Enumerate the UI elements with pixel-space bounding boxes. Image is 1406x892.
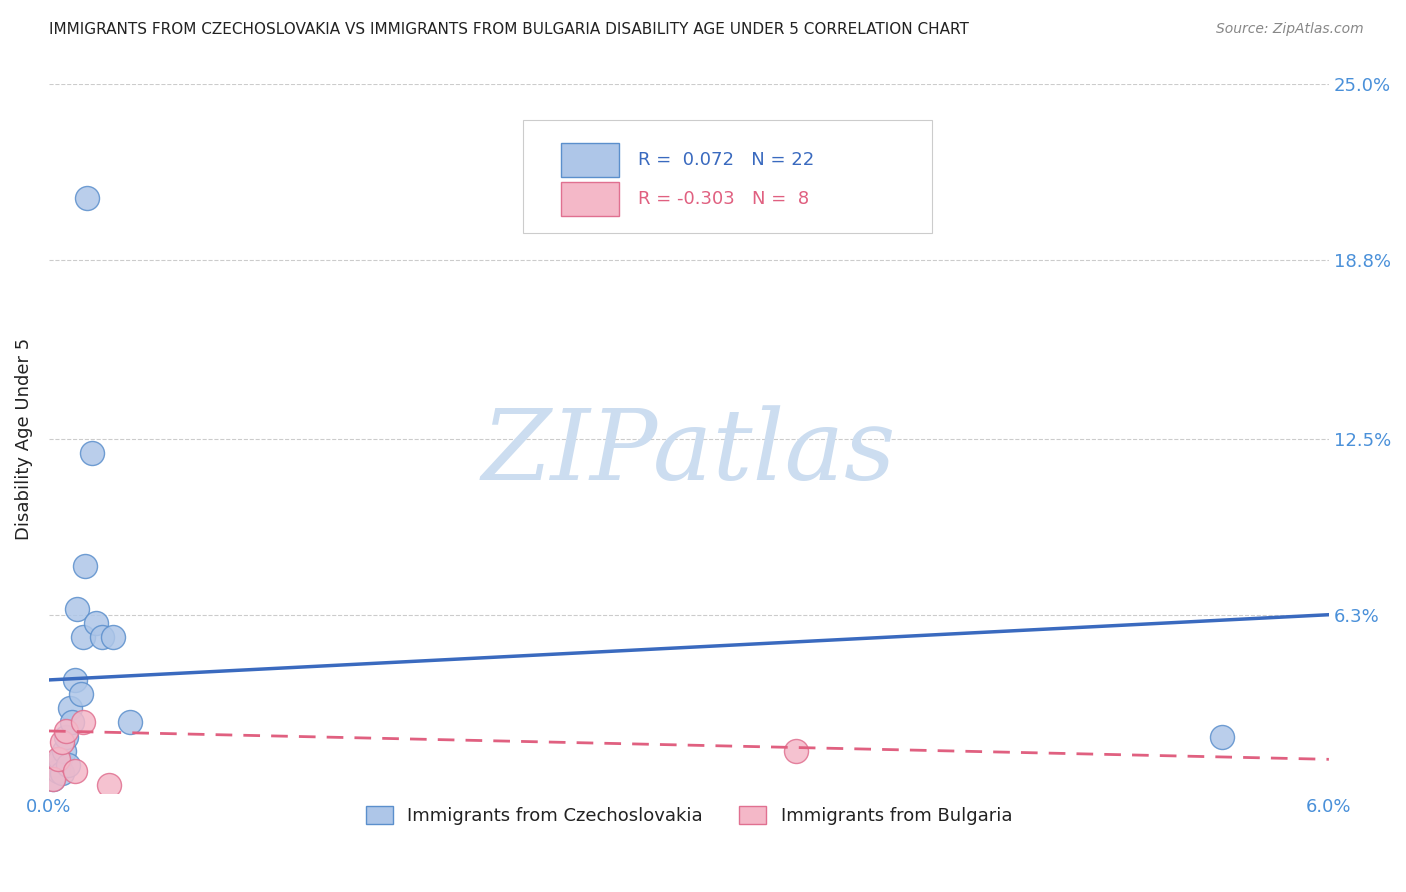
- Text: IMMIGRANTS FROM CZECHOSLOVAKIA VS IMMIGRANTS FROM BULGARIA DISABILITY AGE UNDER : IMMIGRANTS FROM CZECHOSLOVAKIA VS IMMIGR…: [49, 22, 969, 37]
- Point: [48, 752, 70, 766]
- Point: [55, 730, 77, 744]
- Point: [80, 446, 103, 460]
- Point: [72, 715, 94, 730]
- Point: [75, 559, 97, 574]
- Point: [63, 673, 86, 687]
- Point: [42, 772, 65, 787]
- Legend: Immigrants from Czechoslovakia, Immigrants from Bulgaria: Immigrants from Czechoslovakia, Immigran…: [357, 797, 1021, 834]
- Point: [46, 752, 69, 766]
- Point: [101, 631, 124, 645]
- Point: [66, 602, 89, 616]
- Y-axis label: Disability Age Under 5: Disability Age Under 5: [15, 338, 32, 540]
- Point: [84, 616, 107, 631]
- Point: [72, 631, 94, 645]
- Point: [51, 735, 73, 749]
- Point: [62, 715, 84, 730]
- Point: [1211, 730, 1233, 744]
- Point: [63, 764, 86, 778]
- Point: [42, 772, 65, 787]
- Text: Source: ZipAtlas.com: Source: ZipAtlas.com: [1216, 22, 1364, 37]
- Text: R = -0.303   N =  8: R = -0.303 N = 8: [638, 190, 808, 209]
- Point: [44, 758, 66, 772]
- FancyBboxPatch shape: [561, 143, 619, 177]
- Point: [52, 744, 75, 758]
- Point: [70, 687, 93, 701]
- FancyBboxPatch shape: [523, 120, 932, 234]
- Point: [51, 766, 73, 780]
- Point: [55, 723, 77, 738]
- Point: [785, 744, 807, 758]
- FancyBboxPatch shape: [561, 182, 619, 216]
- Point: [76, 191, 98, 205]
- Text: ZIPatlas: ZIPatlas: [482, 406, 896, 500]
- Point: [118, 715, 141, 730]
- Point: [59, 701, 82, 715]
- Point: [97, 778, 120, 792]
- Point: [56, 758, 79, 772]
- Point: [91, 631, 114, 645]
- Point: [46, 764, 69, 778]
- Text: R =  0.072   N = 22: R = 0.072 N = 22: [638, 151, 814, 169]
